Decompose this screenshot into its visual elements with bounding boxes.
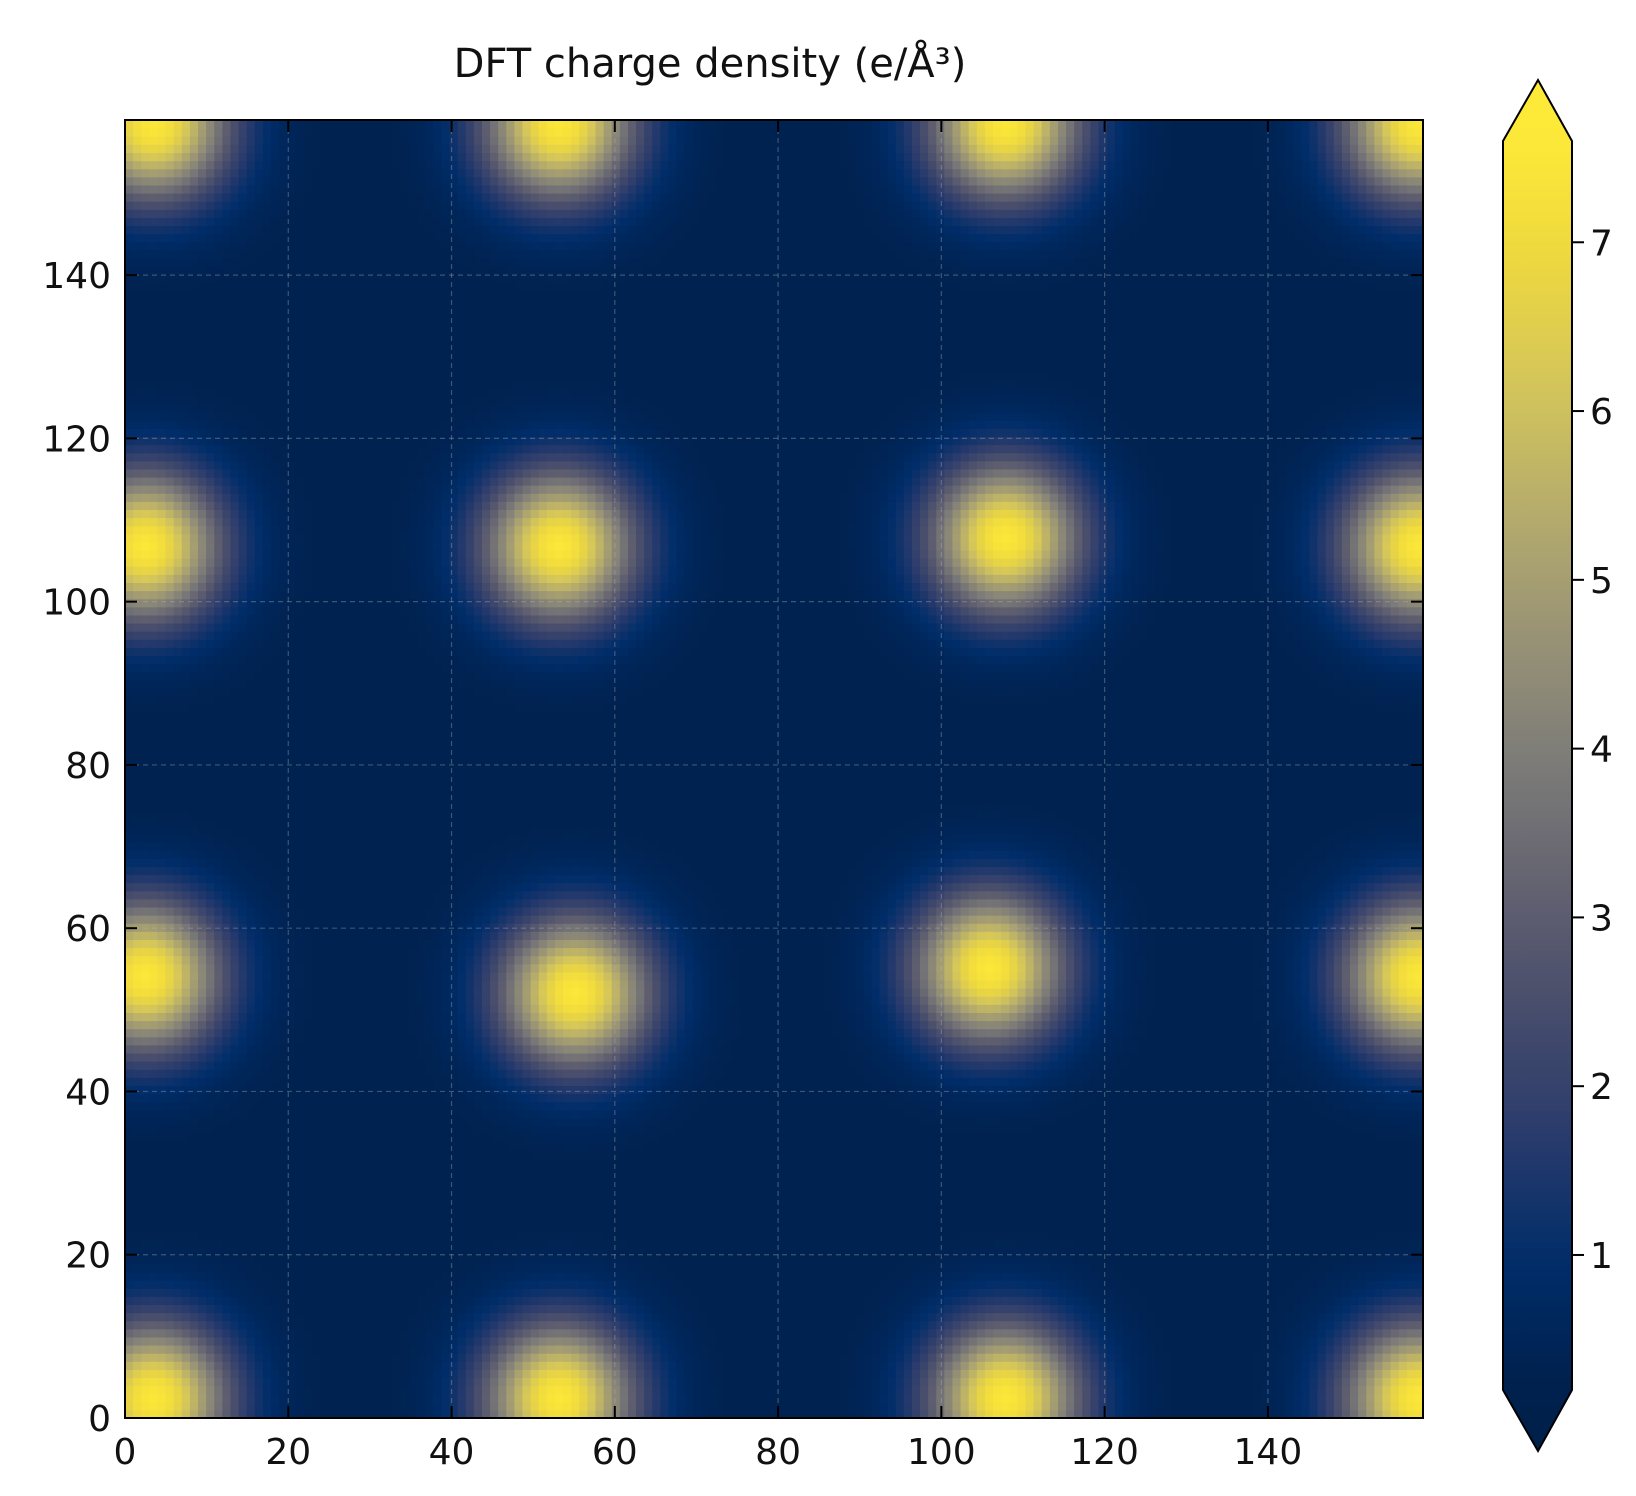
- colorbar-tick-label: 3: [1590, 898, 1613, 939]
- colorbar-tick-label: 7: [1590, 223, 1613, 264]
- colorbar-tick-label: 6: [1590, 392, 1613, 433]
- y-tick-label: 80: [65, 746, 111, 787]
- x-tick-label: 120: [1070, 1432, 1139, 1473]
- x-tick-label: 140: [1234, 1432, 1303, 1473]
- y-tick-label: 140: [42, 256, 111, 297]
- y-tick-label: 100: [42, 583, 111, 624]
- x-tick-label: 80: [755, 1432, 801, 1473]
- grid-lines: [124, 120, 1423, 1419]
- heatmap: [125, 120, 1423, 1418]
- y-tick-label: 0: [88, 1399, 111, 1440]
- colorbar: 1 2 3 4 5 6 7: [1502, 77, 1613, 1454]
- y-tick-label: 120: [42, 419, 111, 460]
- x-tick-label: 40: [429, 1432, 475, 1473]
- x-tick-label: 0: [114, 1432, 137, 1473]
- colorbar-tick-label: 1: [1590, 1236, 1613, 1277]
- colorbar-ticks: 1 2 3 4 5 6 7: [1572, 223, 1613, 1277]
- y-axis: 0 20 40 60 80 100 120 140: [42, 256, 1423, 1440]
- y-tick-label: 40: [65, 1072, 111, 1113]
- x-axis: 0 20 40 60 80 100 120 140: [114, 120, 1303, 1473]
- y-tick-label: 60: [65, 909, 111, 950]
- y-tick-label: 20: [65, 1236, 111, 1277]
- plot-frame: [124, 119, 1424, 1419]
- chart-title: DFT charge density (e/Å³): [454, 39, 967, 87]
- colorbar-tick-label: 5: [1590, 561, 1613, 602]
- x-tick-label: 100: [907, 1432, 976, 1473]
- colorbar-tick-label: 4: [1590, 730, 1613, 771]
- colorbar-body: [1502, 77, 1573, 1454]
- x-tick-label: 20: [265, 1432, 311, 1473]
- colorbar-tick-label: 2: [1590, 1067, 1613, 1108]
- x-tick-label: 60: [592, 1432, 638, 1473]
